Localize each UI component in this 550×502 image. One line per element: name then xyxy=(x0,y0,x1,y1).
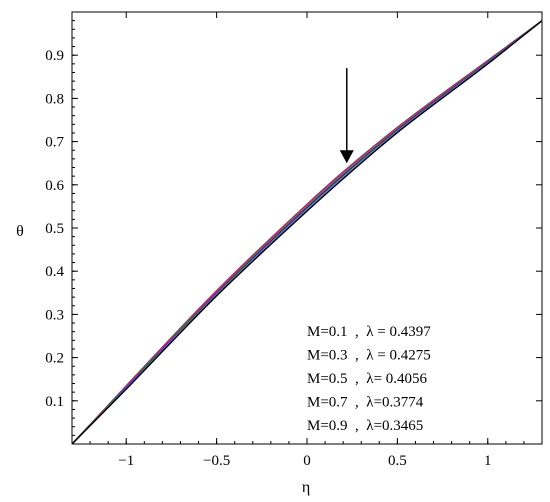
x-tick-label: −0.5 xyxy=(203,453,230,469)
x-tick-label: 0.5 xyxy=(388,453,407,469)
axis-layer: −1 −0.5 0 0.5 1 0.1 0.2 0.3 0.4 0.5 0.6 0.7 0.8 0.9 xyxy=(45,12,542,469)
y-tick-label: 0.3 xyxy=(45,307,64,323)
arrow-head xyxy=(339,150,354,164)
series-line-5 xyxy=(71,20,543,445)
y-tick-label: 0.4 xyxy=(45,264,64,280)
legend: M=0.1 , λ = 0.4397 M=0.3 , λ = 0.4275 M=0.… xyxy=(307,324,431,434)
y-axis-label: θ xyxy=(16,223,24,240)
y-tick-label: 0.1 xyxy=(45,394,64,410)
arrow-layer xyxy=(339,68,354,164)
legend-entry-2: M=0.3 , λ = 0.4275 xyxy=(307,348,431,364)
y-tick-label: 0.9 xyxy=(45,48,64,64)
y-tick-label: 0.6 xyxy=(45,178,64,194)
y-tick-label: 0.5 xyxy=(45,221,64,237)
x-tick-label: 1 xyxy=(484,453,492,469)
y-tick-label: 0.7 xyxy=(45,135,64,151)
x-tick-label: −1 xyxy=(118,453,134,469)
x-tick-label: 0 xyxy=(303,453,311,469)
series-layer xyxy=(71,20,543,445)
legend-entry-1: M=0.1 , λ = 0.4397 xyxy=(307,324,431,340)
y-tick-label: 0.2 xyxy=(45,351,64,367)
legend-entry-4: M=0.7 , λ=0.3774 xyxy=(307,395,424,411)
legend-entry-5: M=0.9 , λ=0.3465 xyxy=(307,418,423,434)
legend-entry-3: M=0.5 , λ= 0.4056 xyxy=(307,371,428,387)
y-tick-label: 0.8 xyxy=(45,91,64,107)
x-axis-label: η xyxy=(302,479,310,496)
